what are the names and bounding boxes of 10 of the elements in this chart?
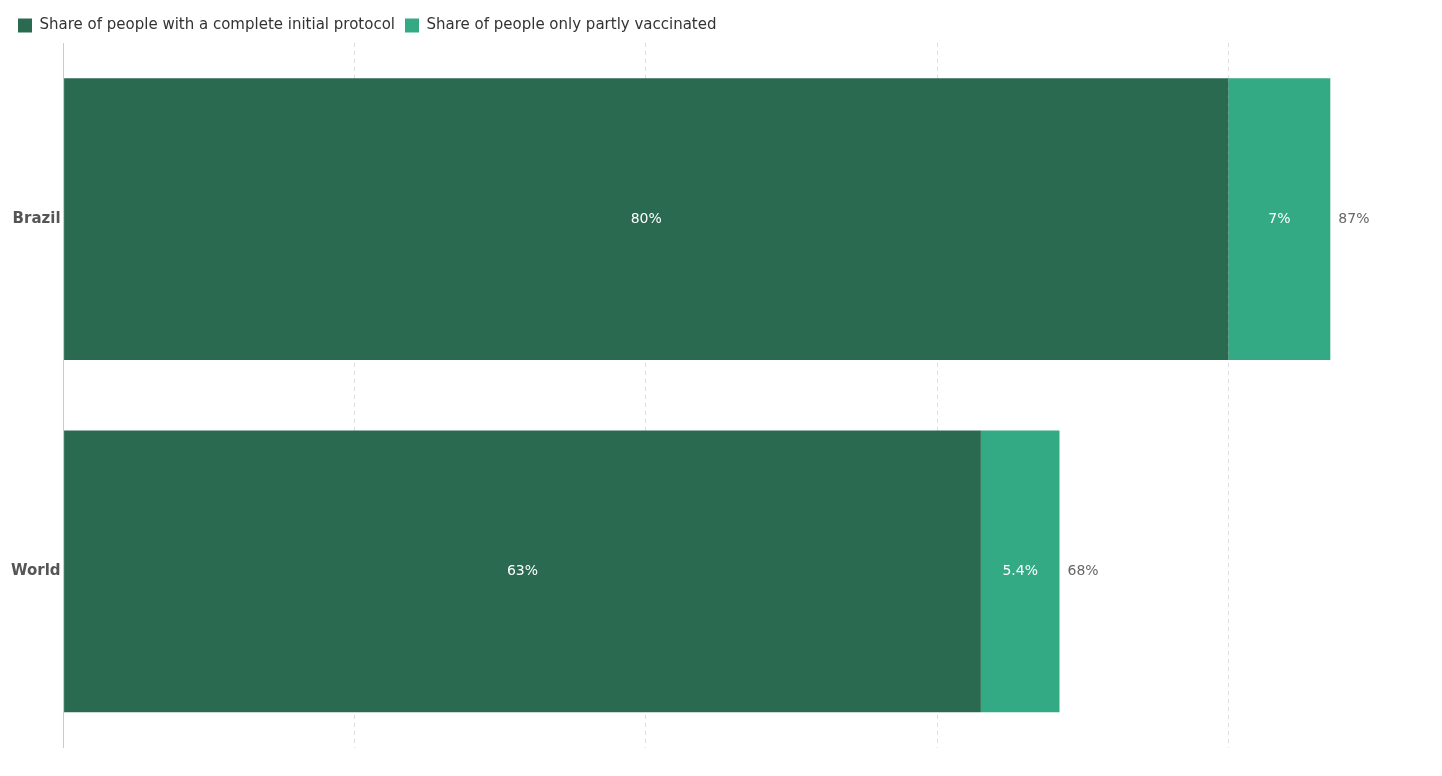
y-tick-label: World xyxy=(11,561,61,580)
total-label: 87% xyxy=(1338,209,1370,226)
legend-label: Share of people with a complete initial protocol xyxy=(39,15,395,34)
total-label: 68% xyxy=(1067,562,1099,579)
data-label: 63% xyxy=(506,562,539,579)
legend-label: Share of people only partly vaccinated xyxy=(426,15,717,34)
y-tick-label: Brazil xyxy=(12,209,61,228)
data-label: 80% xyxy=(630,209,662,226)
data-label: 5.4% xyxy=(1002,562,1038,579)
data-label: 7% xyxy=(1268,209,1291,226)
